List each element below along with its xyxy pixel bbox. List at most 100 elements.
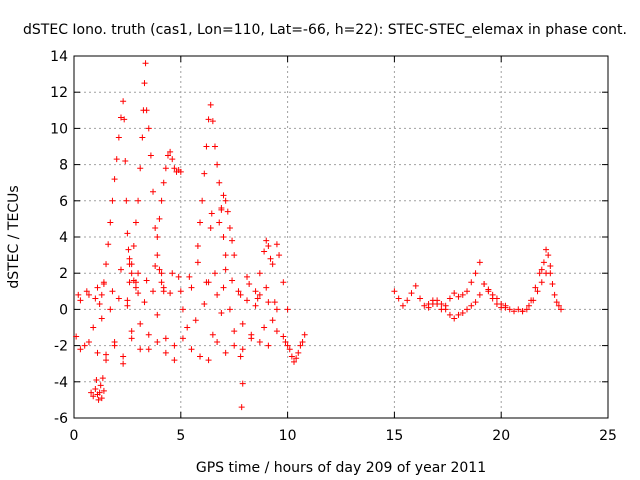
data-point	[293, 355, 300, 362]
data-point	[276, 252, 283, 259]
data-point	[502, 304, 509, 311]
data-point	[75, 291, 82, 298]
series-arc-4h-hump	[154, 148, 184, 240]
data-point	[100, 387, 107, 394]
data-point	[120, 98, 127, 105]
data-point	[286, 346, 293, 353]
data-point	[179, 306, 186, 313]
data-point	[171, 165, 178, 172]
data-point	[143, 277, 150, 284]
data-point	[265, 243, 272, 250]
data-point	[142, 60, 149, 67]
data-point	[395, 295, 402, 302]
data-point	[177, 288, 184, 295]
data-point	[267, 255, 274, 262]
data-point	[137, 165, 144, 172]
data-point	[399, 302, 406, 309]
data-point	[128, 261, 135, 268]
series-arc-6h-spike	[194, 101, 229, 259]
data-point	[99, 375, 106, 382]
data-point	[214, 161, 221, 168]
data-point	[156, 215, 163, 222]
data-point	[220, 284, 227, 291]
data-point	[95, 396, 102, 403]
data-point	[160, 179, 167, 186]
data-point	[248, 331, 255, 338]
data-point	[203, 279, 210, 286]
series-arc-21-23h-low	[525, 262, 554, 309]
data-point	[152, 262, 159, 269]
data-point	[237, 353, 244, 360]
data-point	[147, 152, 154, 159]
data-point	[238, 404, 245, 411]
data-point	[77, 297, 84, 304]
series-band-0-10h-upper	[75, 255, 278, 306]
y-tick-label: -6	[54, 411, 68, 427]
data-point	[214, 291, 221, 298]
series-outliers	[207, 210, 251, 411]
data-point	[549, 281, 556, 288]
data-point	[237, 291, 244, 298]
data-point	[100, 281, 107, 288]
series-arc-ramp-2h-decay	[121, 116, 142, 297]
chart-title: dSTEC Iono. truth (cas1, Lon=110, Lat=-6…	[23, 22, 627, 38]
data-point	[412, 282, 419, 289]
x-tick-label: 25	[599, 428, 617, 444]
data-point	[252, 302, 259, 309]
data-point	[282, 338, 289, 345]
series-arc-15-21h-low	[425, 281, 509, 322]
data-point	[103, 357, 110, 364]
data-point	[194, 243, 201, 250]
data-point	[125, 246, 132, 253]
data-point	[98, 315, 105, 322]
y-tick-label: -4	[54, 375, 68, 391]
data-point	[244, 297, 251, 304]
data-point	[438, 300, 445, 307]
data-point	[209, 118, 216, 125]
data-point	[128, 270, 135, 277]
x-axis: 0 5 10 15 20 25	[70, 56, 617, 444]
y-tick-label: 10	[50, 121, 68, 137]
data-point	[231, 342, 238, 349]
data-point	[468, 279, 475, 286]
data-point	[291, 358, 298, 365]
y-tick-label: 0	[59, 302, 68, 318]
data-point	[179, 335, 186, 342]
data-point	[244, 273, 251, 280]
data-point	[261, 324, 268, 331]
data-point	[224, 208, 231, 215]
data-point	[167, 290, 174, 297]
data-point	[523, 306, 530, 313]
data-point	[137, 346, 144, 353]
data-point	[459, 291, 466, 298]
data-point	[128, 328, 135, 335]
data-point	[425, 304, 432, 311]
data-point	[113, 156, 120, 163]
data-point	[207, 101, 214, 108]
data-point	[154, 252, 161, 259]
data-point	[301, 331, 308, 338]
y-tick-label: 8	[59, 158, 68, 174]
data-point	[109, 197, 116, 204]
data-point	[107, 219, 114, 226]
data-point	[98, 395, 105, 402]
data-point	[154, 311, 161, 318]
data-point	[222, 349, 229, 356]
data-point	[288, 353, 295, 360]
data-point	[404, 297, 411, 304]
data-point	[421, 302, 428, 309]
data-point	[169, 270, 176, 277]
series-arc-ramp-2h	[96, 98, 127, 307]
data-point	[284, 306, 291, 313]
data-point	[120, 353, 127, 360]
data-point	[160, 284, 167, 291]
data-point	[299, 338, 306, 345]
data-point	[124, 302, 131, 309]
data-point	[103, 261, 110, 268]
data-point	[162, 165, 169, 172]
x-tick-label: 5	[176, 428, 185, 444]
data-point	[135, 197, 142, 204]
data-point	[171, 342, 178, 349]
data-point	[81, 342, 88, 349]
data-point	[256, 270, 263, 277]
